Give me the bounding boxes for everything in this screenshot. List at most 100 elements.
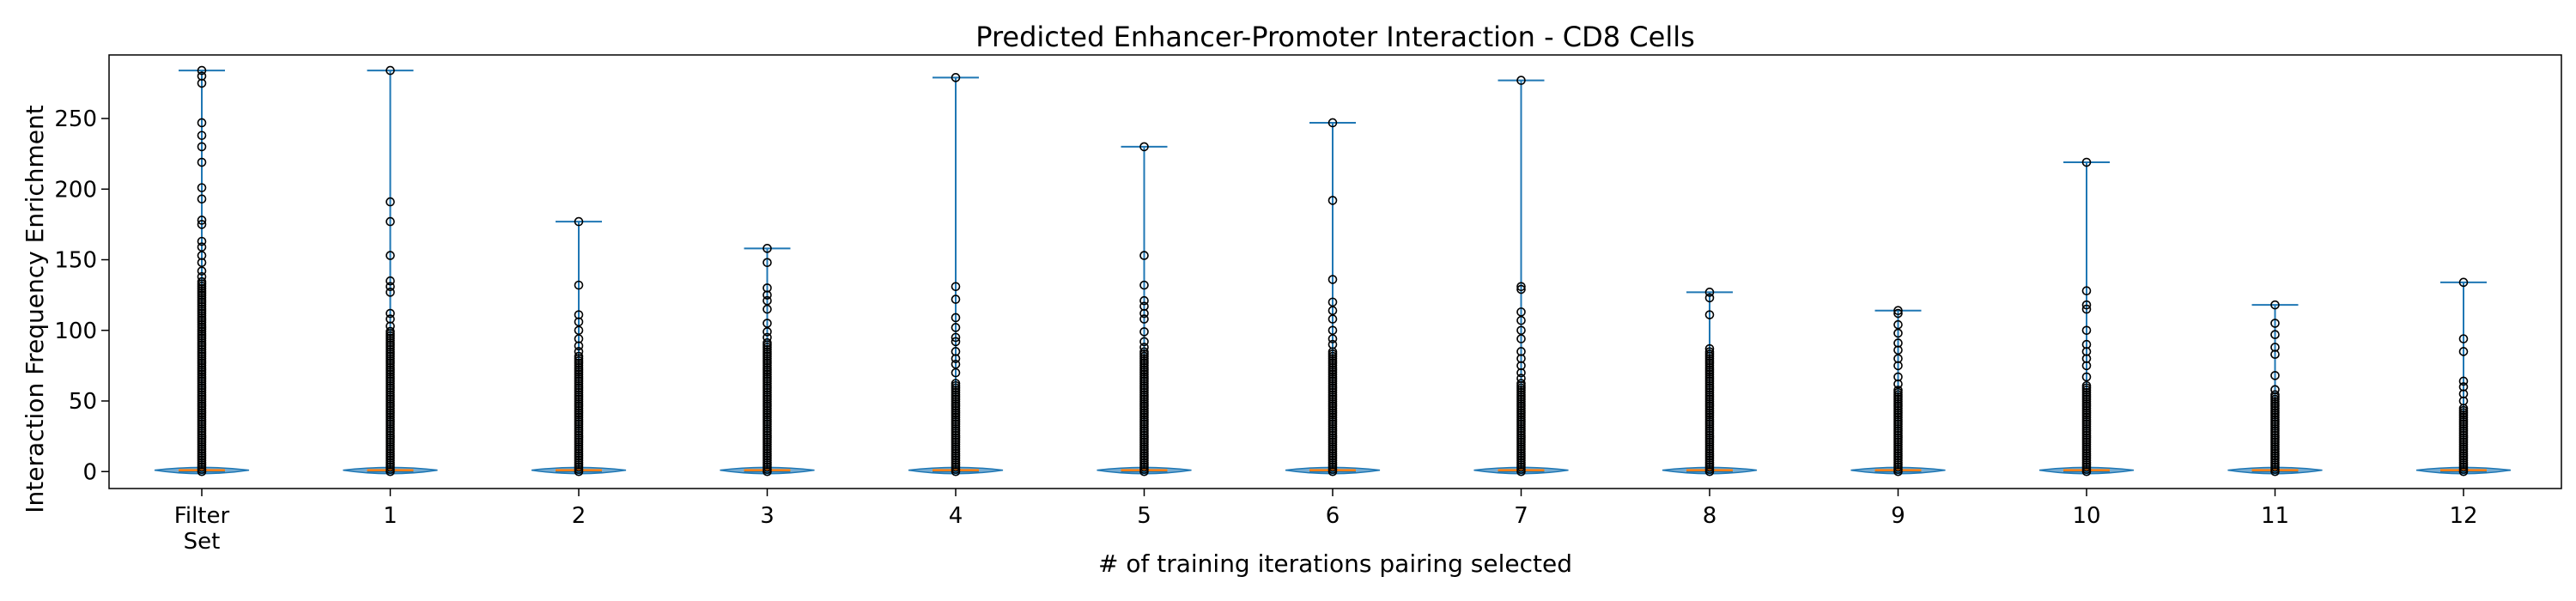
- outlier-point: [574, 280, 584, 290]
- outlier-point: [1327, 339, 1338, 349]
- outlier-point: [1704, 293, 1715, 303]
- outlier-point: [762, 327, 772, 337]
- outlier-point: [197, 236, 207, 246]
- outlier-point: [197, 216, 207, 225]
- outlier-point: [762, 295, 772, 306]
- outlier-point: [1704, 310, 1715, 319]
- outlier-point: [1516, 373, 1526, 383]
- outlier-point: [197, 258, 207, 268]
- outlier-point: [2270, 349, 2280, 360]
- outlier-point: [1704, 347, 1715, 357]
- outlier-point: [386, 216, 395, 227]
- outlier-point: [2081, 380, 2092, 391]
- outlier-point: [1893, 328, 1903, 338]
- outlier-point: [2081, 157, 2092, 167]
- outlier-point: [386, 197, 395, 207]
- x-tick-label: 8: [1703, 503, 1717, 529]
- outlier-point: [1327, 314, 1338, 324]
- outlier-point: [1516, 325, 1526, 336]
- outlier-point: [1893, 345, 1903, 355]
- outlier-point: [1327, 325, 1338, 336]
- outlier-point: [762, 304, 772, 314]
- outlier-point: [951, 332, 961, 343]
- outlier-point: [197, 276, 207, 287]
- outlier-point: [1516, 284, 1526, 294]
- outlier-point: [951, 323, 961, 332]
- x-tick-label: Filter Set: [174, 503, 230, 555]
- x-tick-label: 5: [1137, 503, 1151, 529]
- outlier-point: [197, 220, 207, 229]
- outlier-point: [2270, 319, 2280, 328]
- outlier-point: [2458, 277, 2469, 288]
- outlier-point: [951, 73, 961, 82]
- outlier-point: [197, 271, 207, 282]
- outlier-point: [1893, 319, 1903, 330]
- outlier-point: [2081, 372, 2092, 382]
- axes-frame: [108, 54, 2562, 489]
- outlier-point: [1516, 307, 1526, 317]
- x-tick-label: 2: [572, 503, 586, 529]
- outlier-point: [1139, 314, 1149, 324]
- x-axis-label: # of training iterations pairing selecte…: [1098, 549, 1572, 578]
- outlier-point: [2458, 396, 2469, 406]
- x-tick-label: 6: [1326, 503, 1340, 529]
- y-tick-label: 0: [82, 459, 97, 485]
- outlier-point: [1516, 76, 1526, 85]
- outlier-point: [951, 354, 961, 363]
- outlier-point: [197, 266, 207, 276]
- outlier-point: [386, 65, 395, 76]
- x-tick-label: 7: [1514, 503, 1528, 529]
- outlier-point: [197, 157, 207, 167]
- outlier-point: [2081, 325, 2092, 336]
- outlier-point: [386, 308, 395, 319]
- outlier-point: [951, 379, 961, 388]
- y-tick-label: 50: [69, 389, 97, 415]
- outlier-point: [386, 276, 395, 286]
- outlier-point: [1327, 118, 1338, 128]
- y-tick-label: 100: [54, 319, 97, 344]
- outlier-point: [2081, 300, 2092, 310]
- outlier-point: [197, 131, 207, 141]
- x-tick-label: 9: [1891, 503, 1905, 529]
- outlier-point: [951, 359, 961, 369]
- outlier-point: [951, 337, 961, 347]
- outlier-point: [2270, 300, 2280, 310]
- outlier-point: [1704, 288, 1715, 297]
- x-tick-label: 1: [383, 503, 398, 529]
- outlier-point: [1516, 379, 1526, 388]
- outlier-point: [2081, 286, 2092, 296]
- y-axis-label: Interaction Frequency Enrichment: [21, 105, 49, 513]
- outlier-point: [1139, 327, 1149, 337]
- chart-title: Predicted Enhancer-Promoter Interaction …: [975, 21, 1695, 53]
- outlier-point: [2270, 385, 2280, 395]
- outlier-point: [2270, 390, 2280, 400]
- outlier-point: [574, 216, 584, 227]
- outlier-point: [1139, 280, 1149, 290]
- y-tick-label: 200: [54, 177, 97, 203]
- outlier-point: [1139, 343, 1149, 352]
- outlier-point: [1139, 308, 1149, 319]
- outlier-point: [1893, 308, 1903, 319]
- outlier-point: [1327, 275, 1338, 284]
- x-tick-label: 3: [760, 503, 775, 529]
- x-tick-label: 4: [949, 503, 963, 529]
- x-tick-label: 11: [2261, 503, 2289, 529]
- outlier-point: [762, 244, 772, 253]
- outlier-point: [1893, 379, 1903, 389]
- outlier-point: [1893, 361, 1903, 371]
- outlier-point: [1139, 347, 1149, 357]
- outlier-point: [386, 326, 395, 337]
- outlier-point: [574, 325, 584, 336]
- outlier-point: [2458, 334, 2469, 343]
- outlier-point: [1139, 337, 1149, 347]
- y-tick-label: 150: [54, 248, 97, 274]
- outlier-point: [386, 288, 395, 297]
- outlier-point: [197, 65, 207, 76]
- outlier-point: [386, 321, 395, 331]
- outlier-point: [1327, 297, 1338, 307]
- outlier-point: [1327, 196, 1338, 205]
- outlier-point: [197, 183, 207, 192]
- outlier-point: [197, 118, 207, 128]
